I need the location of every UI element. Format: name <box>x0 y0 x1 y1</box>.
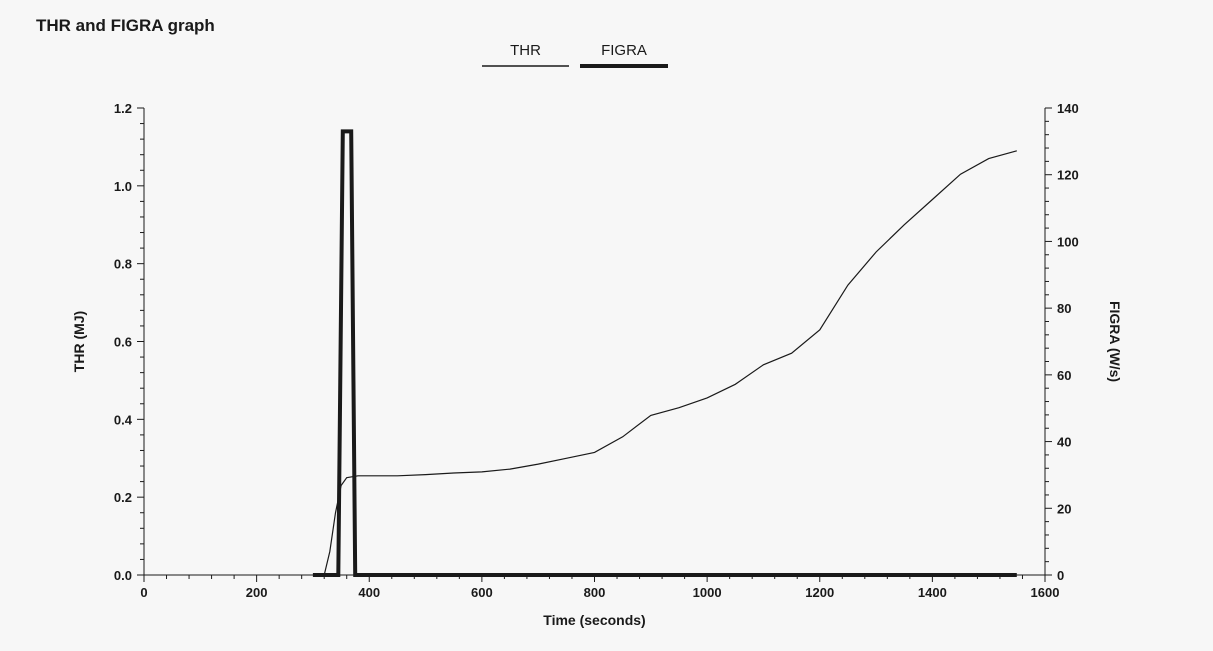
x-tick-label: 1000 <box>693 585 722 600</box>
y-right-tick-label: 100 <box>1057 234 1079 249</box>
series-line-figra <box>312 129 1017 577</box>
x-tick-label: 0 <box>140 585 147 600</box>
legend-label-figra: FIGRA <box>601 42 647 59</box>
y-right-tick-label: 120 <box>1057 168 1079 183</box>
y-axis-left-title: THR (MJ) <box>71 311 87 372</box>
y-right-tick-label: 0 <box>1057 568 1064 583</box>
y-right-tick-label: 140 <box>1057 101 1079 116</box>
chart-legend: THR FIGRA <box>482 42 668 68</box>
x-tick-label: 800 <box>584 585 606 600</box>
x-tick-label: 200 <box>246 585 268 600</box>
y-left-tick-label: 0.8 <box>114 257 132 272</box>
y-right-tick-label: 80 <box>1057 301 1071 316</box>
legend-label-thr: THR <box>510 42 541 59</box>
y-left-tick-label: 0.4 <box>114 412 133 427</box>
y-left-tick-label: 0.6 <box>114 335 132 350</box>
y-left-tick-label: 1.2 <box>114 101 132 116</box>
x-tick-label: 600 <box>471 585 493 600</box>
y-left-tick-label: 1.0 <box>114 179 132 194</box>
y-left-tick-label: 0.2 <box>114 490 132 505</box>
series-line-thr <box>312 150 1017 576</box>
y-right-tick-label: 40 <box>1057 435 1071 450</box>
y-right-tick-label: 20 <box>1057 501 1071 516</box>
y-axis-right-title: FIGRA (W/s) <box>1107 301 1123 382</box>
x-tick-label: 1600 <box>1031 585 1060 600</box>
page-title: THR and FIGRA graph <box>36 16 215 35</box>
x-tick-label: 1200 <box>805 585 834 600</box>
y-right-tick-label: 60 <box>1057 368 1071 383</box>
chart-axes: 0 200 400 600 800 1000 1200 1400 16000.00.20.40.… <box>71 101 1123 628</box>
x-axis-title: Time (seconds) <box>543 612 645 628</box>
chart-series <box>312 129 1017 577</box>
x-tick-label: 400 <box>358 585 380 600</box>
x-tick-label: 1400 <box>918 585 947 600</box>
y-left-tick-label: 0.0 <box>114 568 132 583</box>
